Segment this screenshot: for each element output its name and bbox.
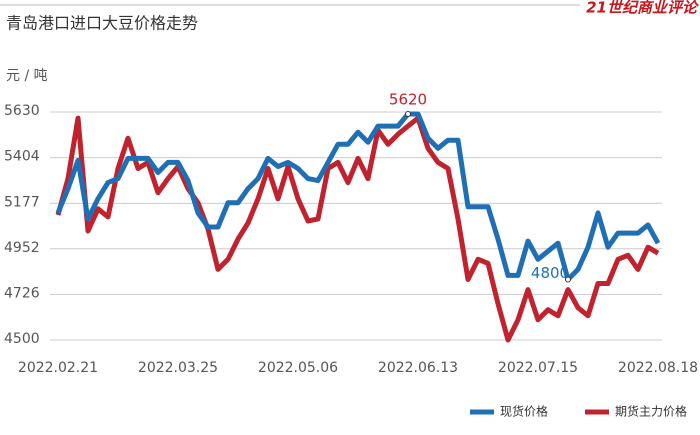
y-tick-label: 4952 [4, 240, 40, 256]
series-line [55, 111, 661, 282]
annotation: 4800 [531, 264, 569, 282]
x-tick-label: 2022.06.13 [378, 360, 458, 376]
series-line [55, 115, 660, 343]
x-tick-label: 2022.08.18 [618, 360, 698, 376]
annotation-marker [405, 111, 411, 118]
x-tick-label: 2022.03.25 [138, 360, 218, 376]
y-tick-label: 4726 [4, 285, 40, 301]
x-tick-label: 2022.07.15 [498, 360, 578, 376]
y-tick-label: 4500 [4, 331, 40, 347]
legend-label: 现货价格 [500, 404, 548, 419]
legend-label: 期货主力价格 [615, 404, 687, 419]
brand: 21世纪商业评论 [586, 0, 699, 17]
y-tick-label: 5630 [4, 103, 40, 119]
annotation: 5620 [389, 91, 427, 109]
x-tick-label: 2022.02.21 [18, 360, 98, 376]
y-axis-label: 元 / 吨 [6, 68, 48, 84]
y-tick-label: 5404 [4, 149, 40, 165]
annotation-marker [565, 276, 571, 283]
x-tick-label: 2022.05.06 [258, 360, 338, 376]
chart-title: 青岛港口进口大豆价格走势 [6, 14, 198, 33]
y-tick-label: 5177 [4, 194, 40, 210]
